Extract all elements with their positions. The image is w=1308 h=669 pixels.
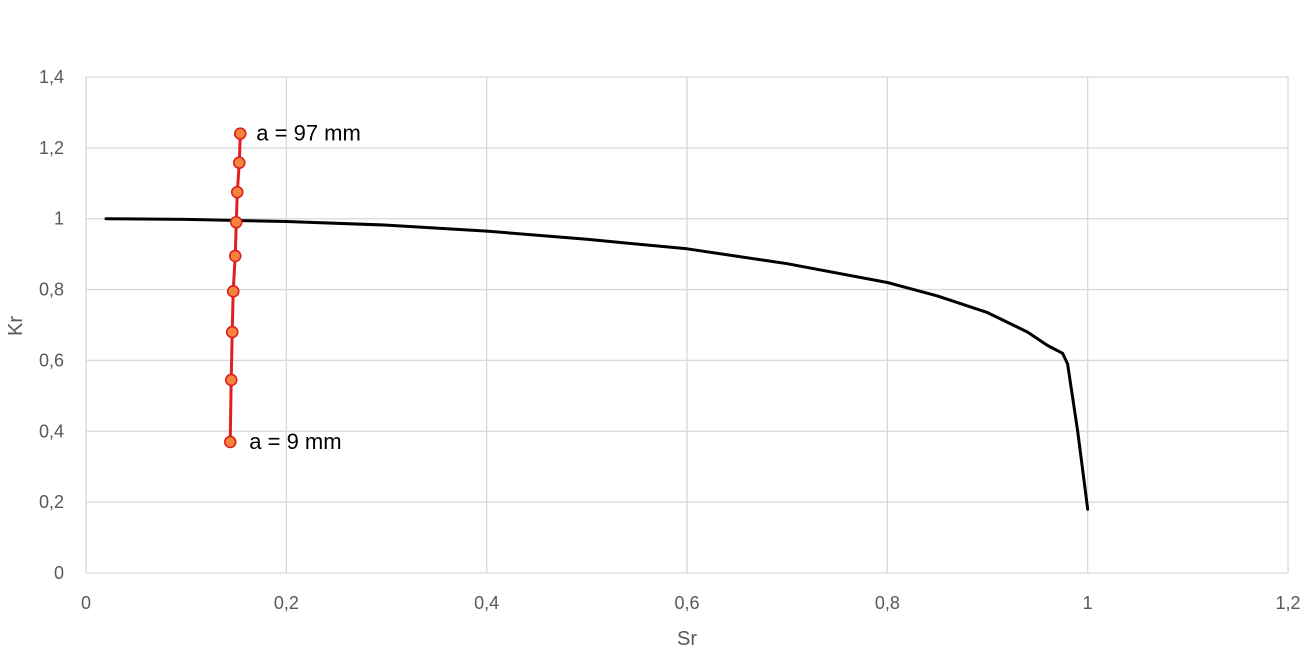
- data-point: [225, 325, 239, 339]
- x-tick-label: 0: [81, 593, 91, 613]
- y-tick-label: 1,4: [39, 67, 64, 87]
- gridlines: [85, 76, 1289, 574]
- x-axis-tick-labels: 0 0,2 0,4 0,6 0,8 1 1,2: [81, 593, 1301, 613]
- x-tick-label: 1: [1083, 593, 1093, 613]
- x-tick-label: 1,2: [1275, 593, 1300, 613]
- y-tick-label: 0,2: [39, 492, 64, 512]
- y-axis-title: Kr: [5, 316, 27, 336]
- x-tick-label: 0,8: [875, 593, 900, 613]
- data-point: [223, 435, 237, 449]
- y-tick-label: 0,4: [39, 421, 64, 441]
- data-point: [229, 215, 243, 229]
- y-tick-label: 0: [54, 563, 64, 583]
- y-tick-label: 0,8: [39, 280, 64, 300]
- x-axis-title: Sr: [677, 628, 697, 650]
- data-point: [233, 127, 247, 140]
- series-layer: [104, 127, 1090, 511]
- data-point: [232, 156, 246, 170]
- annotations: a = 97 mm a = 9 mm: [249, 121, 361, 454]
- x-tick-label: 0,6: [674, 593, 699, 613]
- data-annotation: a = 9 mm: [249, 429, 341, 454]
- data-annotation: a = 97 mm: [256, 121, 361, 146]
- y-tick-label: 1: [54, 209, 64, 229]
- data-point: [226, 285, 240, 298]
- x-tick-label: 0,4: [474, 593, 499, 613]
- y-tick-label: 1,2: [39, 138, 64, 158]
- x-tick-label: 0,2: [274, 593, 299, 613]
- series-line-1: [104, 217, 1090, 511]
- data-point: [230, 185, 244, 199]
- data-point: [228, 249, 242, 263]
- y-tick-label: 0,6: [39, 350, 64, 370]
- y-axis-tick-labels: 0 0,2 0,4 0,6 0,8 1 1,2 1,4: [39, 67, 64, 583]
- data-point: [224, 373, 238, 387]
